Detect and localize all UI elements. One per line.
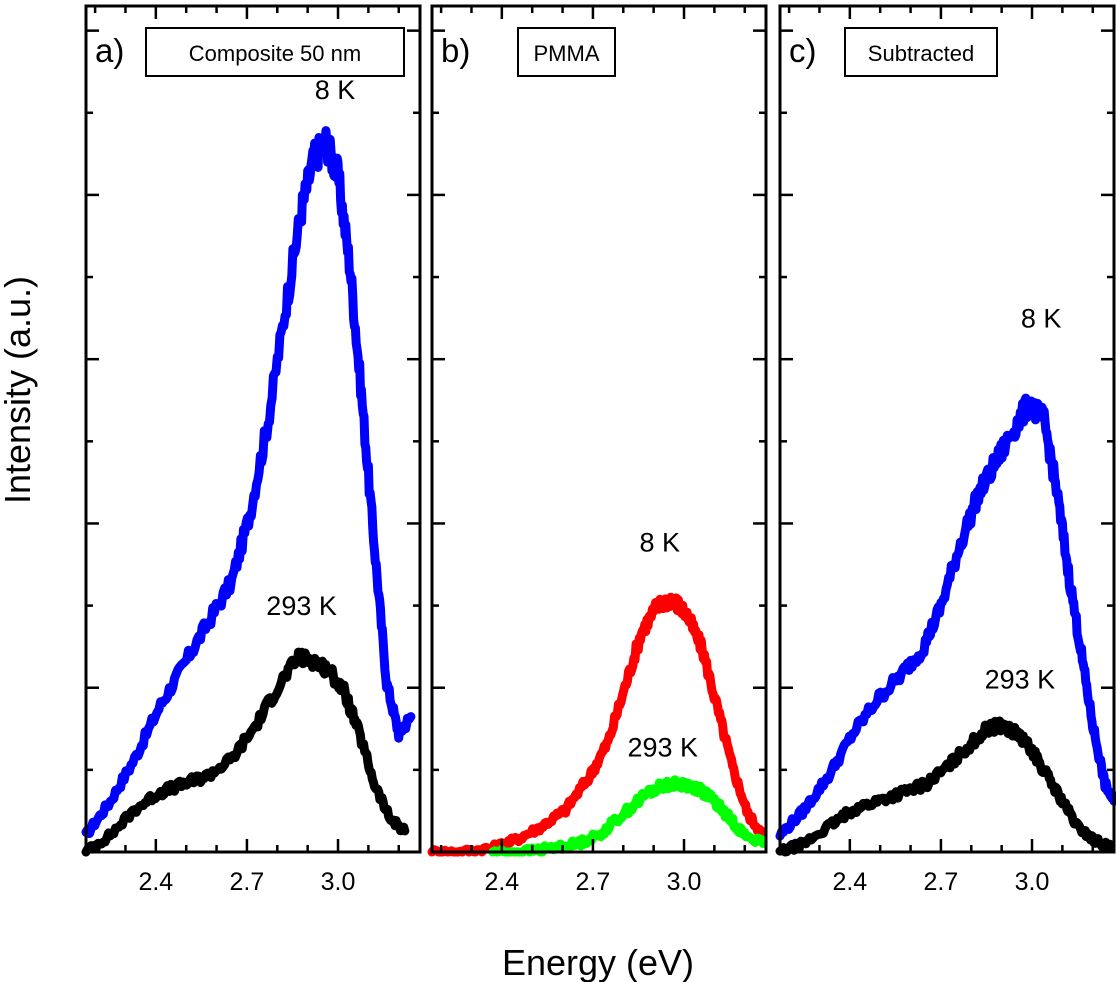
panel-letter-b: b) [441,32,470,69]
x-tick-label-a: 2.4 [138,868,173,896]
panel-letter-c: c) [789,32,817,69]
legend-title-b: PMMA [534,41,600,66]
x-tick-label-c: 2.7 [924,868,959,896]
annotation-293k-b: 293 K [627,732,698,762]
annotation-293k-a: 293 K [266,591,337,621]
x-tick-label-b: 2.7 [576,868,611,896]
legend-title-c: Subtracted [868,41,974,66]
legend-title-a: Composite 50 nm [189,41,361,66]
annotation-8k-b: 8 K [639,528,680,558]
x-tick-label-a: 2.7 [230,868,265,896]
series-8k-line-c [775,393,1116,841]
plot-frame-b [430,4,768,854]
panel-letter-a: a) [95,32,124,69]
x-tick-label-c: 3.0 [1015,868,1050,896]
series-293k-line-c [775,716,1116,857]
annotation-8k-c: 8 K [1021,303,1062,333]
annotation-293k-c: 293 K [985,665,1056,695]
series-8k-line-a [81,126,416,838]
annotation-8k-a: 8 K [315,75,356,105]
plot-frame-a [84,4,422,854]
panel-a: 2.4 2.7 3.0 a) Composite 50 nm 8 K 293 K [81,4,422,896]
x-tick-label-b: 2.4 [484,868,519,896]
x-tick-label-c: 2.4 [832,868,867,896]
x-axis-label: Energy (eV) [502,942,694,982]
legend-box-c [844,27,998,77]
legend-box-b [517,27,616,77]
legend-box-a [145,27,405,77]
plot-frame-c [778,4,1116,854]
panel-b: 2.4 2.7 3.0 b) PMMA 8 K 293 K [427,4,768,896]
y-axis-label: Intensity (a.u.) [0,276,38,504]
panel-c: 2.4 2.7 3.0 c) Subtracted 8 K 293 K [775,4,1116,896]
x-tick-label-b: 3.0 [667,868,702,896]
series-293k-line-a [81,647,410,857]
series-8k-line-b [427,592,768,857]
series-293k-line-b [488,775,768,857]
x-tick-label-a: 3.0 [321,868,356,896]
